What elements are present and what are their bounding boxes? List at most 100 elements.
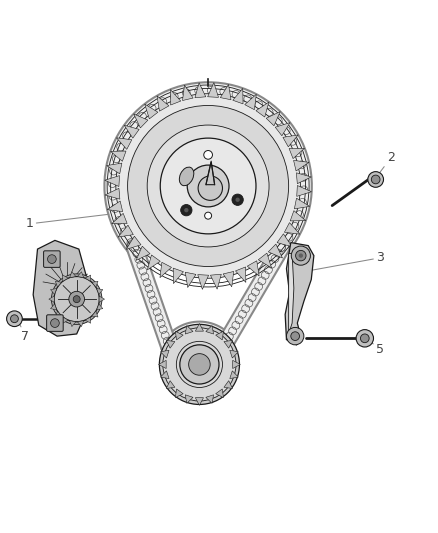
Circle shape xyxy=(159,325,240,405)
Polygon shape xyxy=(247,261,259,276)
Polygon shape xyxy=(185,272,196,287)
Polygon shape xyxy=(173,268,184,284)
Polygon shape xyxy=(206,162,215,184)
Polygon shape xyxy=(224,381,233,389)
Circle shape xyxy=(127,106,289,266)
Polygon shape xyxy=(106,163,122,174)
Polygon shape xyxy=(230,371,238,378)
Circle shape xyxy=(73,296,80,303)
Polygon shape xyxy=(85,317,91,323)
Polygon shape xyxy=(206,326,214,334)
Circle shape xyxy=(236,198,240,202)
Polygon shape xyxy=(166,381,175,389)
Polygon shape xyxy=(160,350,169,358)
Polygon shape xyxy=(208,83,219,98)
Polygon shape xyxy=(63,317,68,323)
Polygon shape xyxy=(126,236,141,249)
Polygon shape xyxy=(215,332,223,340)
Text: 1: 1 xyxy=(26,214,109,230)
Circle shape xyxy=(184,208,188,212)
Polygon shape xyxy=(166,341,175,348)
Polygon shape xyxy=(124,125,139,138)
Polygon shape xyxy=(170,90,181,105)
Text: 2: 2 xyxy=(378,151,395,175)
Polygon shape xyxy=(50,304,57,310)
Circle shape xyxy=(204,150,212,159)
Polygon shape xyxy=(70,272,76,278)
Polygon shape xyxy=(117,138,132,149)
Circle shape xyxy=(50,319,59,327)
Circle shape xyxy=(163,328,236,401)
Polygon shape xyxy=(112,213,127,224)
Polygon shape xyxy=(105,175,120,187)
Polygon shape xyxy=(33,240,87,336)
Polygon shape xyxy=(145,104,158,119)
Text: 7: 7 xyxy=(19,322,29,343)
Circle shape xyxy=(368,172,384,187)
Circle shape xyxy=(286,327,304,345)
Polygon shape xyxy=(99,296,105,302)
Text: 5: 5 xyxy=(366,338,384,356)
Polygon shape xyxy=(210,274,221,289)
Polygon shape xyxy=(294,198,310,209)
Ellipse shape xyxy=(179,167,194,185)
Polygon shape xyxy=(290,211,306,221)
Polygon shape xyxy=(175,389,183,398)
Circle shape xyxy=(11,315,18,322)
FancyBboxPatch shape xyxy=(44,251,60,268)
Polygon shape xyxy=(297,185,311,196)
Polygon shape xyxy=(175,332,183,340)
Circle shape xyxy=(51,274,102,325)
Polygon shape xyxy=(92,281,98,287)
Circle shape xyxy=(125,103,291,269)
Circle shape xyxy=(291,246,311,265)
Polygon shape xyxy=(118,225,133,237)
Circle shape xyxy=(291,332,300,341)
Polygon shape xyxy=(206,395,214,403)
Circle shape xyxy=(299,254,303,258)
Polygon shape xyxy=(160,371,169,378)
Circle shape xyxy=(189,354,210,375)
Text: 4: 4 xyxy=(206,262,215,275)
Polygon shape xyxy=(63,275,68,281)
Polygon shape xyxy=(283,135,298,147)
Polygon shape xyxy=(105,188,120,199)
Polygon shape xyxy=(224,341,233,348)
Circle shape xyxy=(187,165,229,207)
Polygon shape xyxy=(78,321,84,327)
Circle shape xyxy=(116,94,300,278)
Polygon shape xyxy=(297,173,311,184)
Polygon shape xyxy=(185,395,193,403)
Circle shape xyxy=(205,212,212,219)
Polygon shape xyxy=(236,267,246,282)
Polygon shape xyxy=(78,272,84,278)
Polygon shape xyxy=(136,246,150,261)
Polygon shape xyxy=(92,311,98,317)
Polygon shape xyxy=(230,350,238,358)
Polygon shape xyxy=(55,281,61,287)
Polygon shape xyxy=(157,96,169,111)
Circle shape xyxy=(181,205,192,216)
Polygon shape xyxy=(97,288,103,294)
Circle shape xyxy=(180,345,219,384)
Polygon shape xyxy=(55,311,61,317)
Polygon shape xyxy=(195,324,204,331)
Circle shape xyxy=(54,277,99,322)
Polygon shape xyxy=(266,111,280,126)
Polygon shape xyxy=(147,255,160,270)
Polygon shape xyxy=(195,398,204,405)
Polygon shape xyxy=(97,304,103,310)
Polygon shape xyxy=(110,151,126,161)
Circle shape xyxy=(147,125,269,247)
Polygon shape xyxy=(195,83,206,98)
Polygon shape xyxy=(289,148,304,159)
Polygon shape xyxy=(289,254,294,334)
Polygon shape xyxy=(85,275,91,281)
Polygon shape xyxy=(284,223,300,234)
Circle shape xyxy=(177,341,223,387)
Polygon shape xyxy=(134,114,148,128)
Polygon shape xyxy=(220,84,231,100)
Circle shape xyxy=(160,138,256,234)
Polygon shape xyxy=(70,321,76,327)
Circle shape xyxy=(198,176,223,200)
